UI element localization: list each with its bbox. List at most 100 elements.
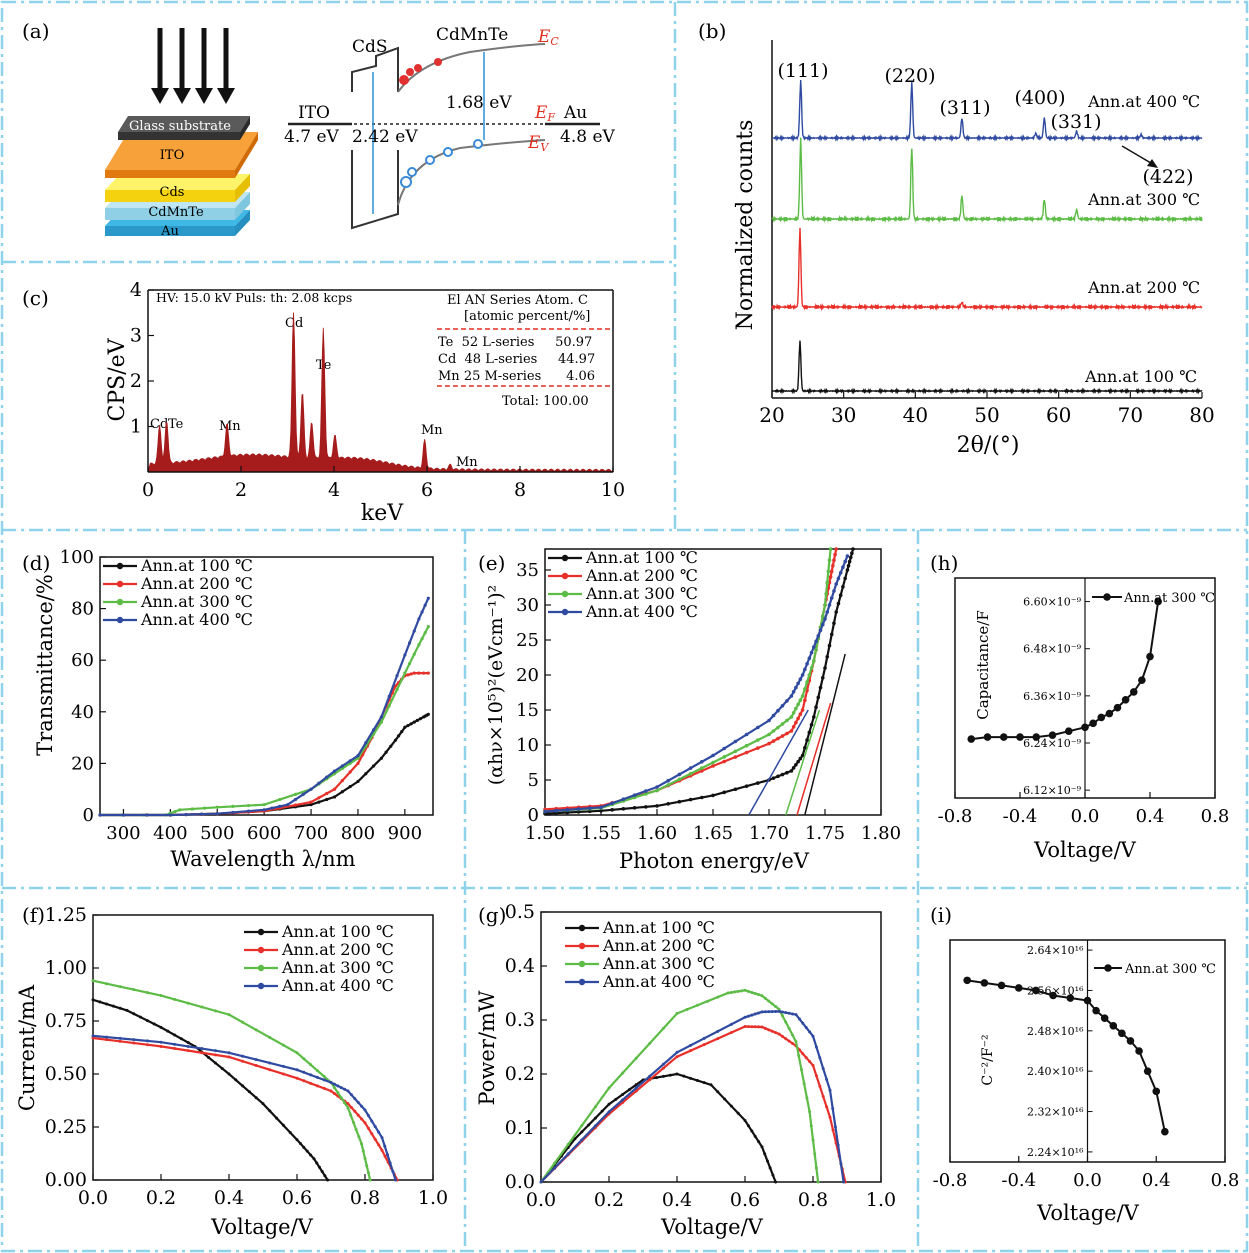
e-marker-0	[780, 772, 785, 777]
f-marker-3	[370, 1119, 374, 1123]
d-marker-3	[231, 810, 235, 815]
e-marker-2	[791, 711, 796, 715]
f-marker-2	[322, 1075, 326, 1079]
f-marker-3	[385, 1153, 389, 1157]
b-label-100: Ann.at 100 ℃	[1084, 367, 1197, 386]
d-marker-1	[393, 684, 398, 688]
i-point	[1092, 1006, 1100, 1015]
e-marker-3	[820, 622, 825, 627]
d-marker-0	[412, 720, 416, 724]
d-marker-2	[387, 704, 391, 708]
f-marker-2	[173, 997, 177, 1001]
e-marker-0	[809, 722, 814, 727]
e-marker-0	[791, 766, 796, 770]
g-marker-2	[809, 1124, 813, 1128]
d-marker-2	[379, 720, 384, 724]
e-ytick-label: 15	[516, 700, 539, 721]
d-marker-0	[332, 795, 337, 799]
g-marker-0	[675, 1072, 679, 1076]
b-peak-400: (400)	[1014, 87, 1065, 109]
f-marker-0	[326, 1178, 330, 1182]
g-marker-2	[780, 1014, 784, 1018]
d-marker-0	[409, 722, 413, 726]
e-marker-3	[845, 554, 850, 558]
b-series-0	[772, 79, 1203, 143]
e-legend-swatch-dot	[561, 572, 569, 580]
f-marker-0	[247, 1090, 251, 1094]
i-point	[1083, 996, 1092, 1005]
h-point	[1089, 719, 1097, 728]
f-marker-3	[268, 1061, 272, 1065]
g-marker-3	[770, 1010, 774, 1014]
e-marker-3	[655, 785, 659, 789]
h-legend-dot	[1103, 593, 1111, 601]
e-marker-2	[744, 743, 749, 748]
e-marker-3	[543, 809, 547, 814]
f-marker-0	[254, 1096, 258, 1100]
lower-axis-titles: Transmittance/% Wavelength λ/nm (αhν×10⁵…	[15, 574, 1140, 1239]
d-marker-2	[407, 662, 412, 666]
panel-label-b: (b)	[698, 19, 726, 43]
g-marker-3	[702, 1036, 706, 1040]
g-series-3	[540, 1010, 845, 1183]
e-marker-2	[805, 680, 809, 684]
g-marker-0	[627, 1088, 631, 1092]
i-point	[1161, 1127, 1169, 1136]
g-ytick-label: 0.1	[505, 1117, 535, 1139]
f-marker-0	[320, 1170, 324, 1174]
d-marker-1	[409, 672, 413, 676]
g-marker-3	[811, 1034, 815, 1038]
e-marker-2	[688, 771, 693, 776]
g-series-0	[540, 1072, 777, 1183]
e-marker-2	[828, 547, 833, 551]
f-ytick-label: 0.75	[45, 1010, 87, 1032]
g-marker-2	[634, 1056, 638, 1060]
f-marker-1	[186, 1049, 190, 1053]
e-marker-2	[798, 698, 803, 702]
f-ytick-label: 0.00	[45, 1169, 87, 1191]
h-ytick-label: 6.24×10⁻⁹	[1023, 737, 1082, 750]
e-marker-0	[814, 705, 818, 709]
f-marker-0	[227, 1072, 231, 1076]
d-marker-0	[397, 734, 401, 738]
axis-label-f-x: Voltage/V	[210, 1215, 314, 1239]
i-ytick-label: 2.24×10¹⁶	[1027, 1146, 1084, 1159]
e-marker-0	[576, 810, 581, 814]
f-marker-2	[213, 1009, 217, 1013]
d-series-0	[100, 713, 429, 817]
f-legend-label: Ann.at 400 ℃	[281, 976, 394, 995]
f-marker-2	[315, 1069, 319, 1073]
f-marker-2	[118, 985, 122, 989]
g-marker-3	[804, 1026, 808, 1030]
f-marker-1	[360, 1117, 364, 1121]
d-legend-swatch-dot	[116, 598, 124, 606]
f-marker-3	[349, 1093, 353, 1097]
g-marker-2	[593, 1105, 597, 1109]
e-marker-2	[756, 738, 760, 742]
g-marker-1	[757, 1025, 761, 1029]
g-ytick-label: 0.2	[505, 1063, 535, 1085]
g-marker-0	[661, 1074, 665, 1078]
b-peak-331: (331)	[1050, 111, 1101, 133]
f-marker-2	[105, 982, 109, 986]
f-legend-swatch-dot	[257, 928, 265, 936]
g-marker-1	[811, 1063, 815, 1067]
b-xtick-label: 40	[903, 403, 928, 427]
g-marker-3	[760, 1010, 764, 1014]
g-marker-3	[801, 1021, 805, 1025]
e-marker-0	[785, 770, 789, 775]
e-marker-2	[820, 614, 825, 618]
f-marker-0	[98, 1000, 102, 1004]
e-marker-3	[588, 806, 592, 810]
g-legend-label: Ann.at 400 ℃	[602, 972, 715, 991]
d-marker-0	[325, 797, 329, 802]
e-marker-3	[599, 805, 603, 810]
h-ytick-label: 6.48×10⁻⁹	[1023, 643, 1082, 656]
electrons	[399, 58, 442, 85]
g-marker-0	[750, 1129, 754, 1133]
f-marker-1	[377, 1143, 381, 1147]
e-marker-1	[834, 547, 838, 551]
axis-label-d-y: Transmittance/%	[33, 574, 57, 756]
c-peak-labels: Cd Te Cd Te Mn Mn Mn	[150, 316, 478, 470]
g-marker-3	[794, 1013, 798, 1017]
